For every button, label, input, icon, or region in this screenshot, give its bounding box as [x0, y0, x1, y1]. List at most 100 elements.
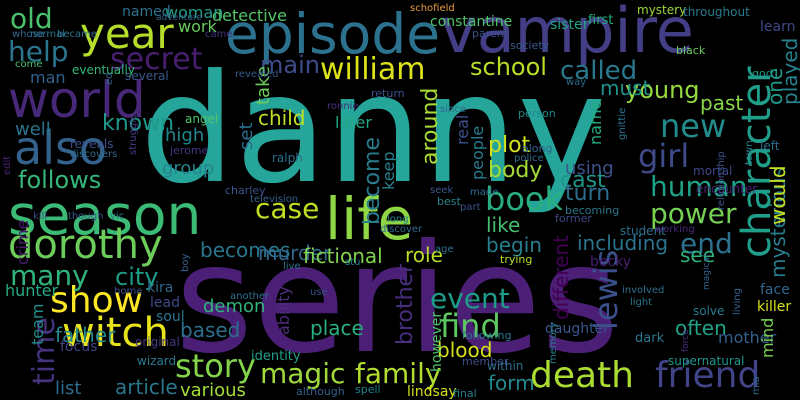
- word-blood: blood: [437, 338, 493, 362]
- word-city: city: [115, 263, 159, 291]
- word-mystery: mystery: [637, 3, 687, 17]
- word-came: came: [205, 29, 233, 40]
- word-long: long: [387, 214, 409, 225]
- word-around: around: [418, 87, 443, 165]
- word-often: often: [675, 316, 727, 340]
- word-original: original: [135, 335, 180, 349]
- word-known: known: [102, 111, 175, 136]
- word-mia: mia: [751, 376, 762, 395]
- word-adventure: adventure: [156, 13, 203, 23]
- word-wizard: wizard: [137, 354, 177, 368]
- word-come: come: [15, 59, 43, 70]
- word-becky: becky: [590, 254, 632, 270]
- word-including: including: [577, 231, 669, 255]
- word-magic: magic: [260, 357, 346, 390]
- word-although: although: [296, 385, 345, 398]
- word-schofield: schofield: [410, 3, 455, 14]
- word-body: body: [488, 158, 543, 183]
- word-relationship: relationship: [716, 151, 727, 210]
- word-old: old: [10, 2, 53, 35]
- word-becomes: becomes: [200, 238, 291, 262]
- word-constantine: constantine: [430, 14, 513, 30]
- word-case: case: [255, 192, 320, 225]
- word-mortal: mortal: [693, 164, 733, 178]
- word-reveals: reveals: [70, 137, 114, 151]
- word-person: person: [518, 107, 556, 120]
- word-encounter: encounter: [696, 182, 758, 196]
- word-fictional: fictional: [303, 244, 383, 268]
- word-sister: sister: [550, 17, 589, 33]
- word-several: several: [125, 69, 169, 83]
- word-edit: edit: [2, 155, 13, 175]
- word-working: working: [655, 224, 695, 235]
- word-focus: focus: [60, 339, 98, 355]
- word-death: death: [530, 355, 634, 396]
- word-man: man: [30, 68, 66, 87]
- word-end: end: [680, 227, 733, 260]
- word-begin: begin: [486, 233, 542, 257]
- word-face: face: [760, 282, 790, 298]
- word-series: series: [175, 213, 620, 387]
- word-way: way: [566, 77, 587, 88]
- word-main: main: [260, 51, 320, 79]
- word-vampire: vampire: [440, 0, 694, 67]
- word-lindsay: lindsay: [407, 384, 457, 400]
- word-part: part: [460, 202, 481, 213]
- word-police: police: [514, 153, 544, 164]
- word-high: high: [165, 125, 205, 146]
- word-secret: secret: [110, 42, 203, 77]
- word-black: black: [676, 44, 706, 57]
- word-television: television: [250, 194, 299, 205]
- word-gnittie: gnittie: [617, 107, 628, 140]
- word-eventually: eventually: [72, 63, 135, 77]
- word-william: william: [320, 52, 426, 87]
- word-set: set: [236, 122, 257, 150]
- word-final: final: [453, 387, 477, 400]
- word-brother: brother: [393, 263, 418, 345]
- word-struggle: struggle: [128, 113, 139, 155]
- word-story: story: [175, 347, 256, 385]
- word-parent: parent: [472, 27, 509, 40]
- word-ronnie: ronnie: [327, 101, 359, 112]
- word-however: however: [429, 311, 445, 372]
- word-kill: kill: [33, 211, 48, 222]
- word-ability: ability: [274, 285, 293, 335]
- word-vic: vic: [110, 211, 125, 222]
- word-also: also: [14, 121, 108, 175]
- word-force: force: [681, 329, 691, 352]
- word-killer: killer: [757, 299, 792, 315]
- word-revealed: revealed: [235, 69, 279, 80]
- word-work: work: [178, 17, 217, 36]
- word-kira: kira: [147, 280, 174, 296]
- word-boy: boy: [180, 253, 191, 272]
- word-crime: crime: [13, 219, 32, 265]
- word-age: age: [435, 244, 454, 255]
- word-article: article: [115, 375, 178, 399]
- word-live: live: [283, 261, 301, 272]
- word-show: show: [50, 280, 144, 321]
- word-life: life: [325, 185, 414, 253]
- word-discover: discover: [380, 224, 423, 235]
- word-became: became: [57, 29, 98, 40]
- word-plot: plot: [488, 133, 531, 158]
- word-people: people: [468, 125, 487, 180]
- word-episode: episode: [225, 2, 441, 66]
- word-world: world: [8, 71, 146, 129]
- word-following: following: [462, 329, 512, 342]
- word-trying: trying: [500, 253, 533, 266]
- word-follows: follows: [18, 166, 102, 194]
- word-friend: friend: [655, 355, 761, 396]
- word-role: role: [405, 243, 443, 267]
- word-daughter: daughter: [545, 321, 609, 337]
- word-keep: keep: [379, 151, 398, 190]
- word-charley: charley: [225, 184, 266, 197]
- word-home: home: [114, 286, 143, 297]
- word-family: family: [355, 357, 442, 390]
- word-living: living: [732, 288, 743, 315]
- word-identity: identity: [251, 349, 301, 364]
- word-use: use: [310, 287, 328, 298]
- word-magical: magical: [702, 254, 712, 290]
- word-angel: angel: [185, 112, 219, 126]
- word-discovers: discovers: [70, 149, 118, 160]
